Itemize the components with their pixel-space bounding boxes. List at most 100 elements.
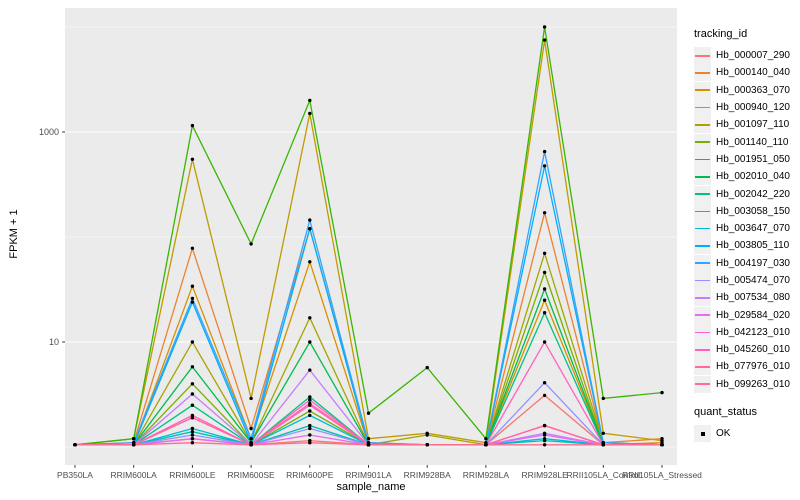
data-point — [425, 433, 429, 437]
legend-key-line-icon — [695, 89, 710, 92]
data-point — [308, 98, 312, 103]
plot-panel — [65, 8, 677, 465]
data-point — [190, 441, 195, 445]
legend-key-line-icon — [695, 348, 710, 351]
legend-item-Hb_099263_010: Hb_099263_010 — [694, 375, 800, 393]
data-point — [190, 296, 195, 301]
data-point — [132, 443, 136, 447]
data-point — [542, 311, 547, 315]
x-tick-label: RRIM901LA — [345, 470, 392, 480]
legend-item-Hb_002042_220: Hb_002042_220 — [694, 185, 800, 203]
legend-item-label: Hb_003805_110 — [716, 240, 790, 252]
data-point — [542, 433, 547, 437]
legend-key — [694, 358, 711, 376]
legend-item-label: Hb_001097_110 — [716, 119, 790, 131]
legend-key — [694, 150, 711, 168]
data-point — [308, 340, 312, 344]
legend-key — [694, 254, 711, 272]
data-point — [542, 211, 547, 215]
legend-key-line-icon — [695, 54, 710, 57]
legend-key-line-icon — [695, 296, 710, 299]
data-point — [542, 298, 547, 302]
legend-item-label: Hb_005474_070 — [716, 275, 790, 286]
legend-item-Hb_045260_010: Hb_045260_010 — [694, 341, 800, 359]
legend-item-Hb_000940_120: Hb_000940_120 — [694, 99, 800, 117]
data-point — [484, 437, 488, 441]
legend-item-label: Hb_000007_290 — [716, 50, 790, 62]
data-point — [542, 287, 547, 291]
legend-item-Hb_001097_110: Hb_001097_110 — [694, 116, 800, 134]
legend-item-label: Hb_003647_070 — [716, 223, 790, 235]
x-tick-label: RRIM928LA — [463, 470, 510, 480]
data-point — [308, 398, 312, 402]
data-point — [190, 284, 195, 288]
data-point — [366, 437, 371, 441]
data-point — [601, 396, 605, 401]
data-point — [542, 270, 547, 275]
data-point — [542, 164, 547, 168]
legend-items-tracking-id: Hb_000007_290 Hb_000140_040 Hb_000363_070 H… — [694, 47, 800, 393]
data-point — [249, 443, 253, 447]
legend-item-Hb_029584_020: Hb_029584_020 — [694, 306, 800, 324]
legend-item-label: Hb_003058_150 — [716, 205, 790, 217]
data-point — [660, 438, 664, 443]
legend-key-line-icon — [695, 331, 710, 334]
legend-key-line-icon — [695, 175, 710, 178]
data-point — [190, 430, 195, 434]
legend-item-Hb_005474_070: Hb_005474_070 — [694, 272, 800, 289]
legend-key — [694, 220, 711, 238]
legend-key-line-icon — [695, 158, 710, 161]
data-point — [425, 365, 429, 370]
legend-key — [694, 81, 711, 99]
data-point — [308, 316, 312, 320]
legend-key — [694, 323, 711, 341]
data-point — [542, 38, 547, 42]
legend-key-line-icon — [695, 141, 710, 143]
data-point — [190, 433, 195, 437]
legend-item-Hb_000007_290: Hb_000007_290 — [694, 47, 800, 65]
data-point — [308, 426, 312, 431]
legend-key — [694, 99, 711, 117]
data-point — [190, 403, 195, 407]
data-point — [366, 443, 371, 447]
data-point — [190, 382, 195, 386]
x-tick-label: RRII105LA_Stressed — [622, 470, 702, 480]
legend-key — [694, 133, 711, 151]
data-point — [190, 416, 195, 420]
legend-key — [694, 306, 711, 324]
legend-item-Hb_002010_040: Hb_002010_040 — [694, 168, 800, 186]
data-point — [601, 443, 605, 447]
legend-key — [694, 341, 711, 359]
data-point — [190, 426, 195, 431]
data-point — [308, 413, 312, 418]
legend-key — [694, 237, 711, 255]
data-point — [542, 25, 547, 29]
legend-key — [694, 116, 711, 134]
data-point — [660, 443, 664, 447]
legend-item-quant-ok: OK — [694, 425, 800, 443]
legend-key — [694, 64, 711, 82]
legend-item-label: Hb_004197_030 — [716, 257, 790, 269]
data-point — [542, 393, 547, 398]
legend-item-label: Hb_099263_010 — [716, 378, 790, 390]
legend-item-label: Hb_001951_050 — [716, 153, 790, 165]
data-point — [190, 340, 195, 344]
legend-panel: tracking_id Hb_000007_290 Hb_000140_040 Hb… — [694, 28, 800, 443]
data-point — [542, 340, 547, 344]
x-tick-label: RRIM600LA — [111, 470, 158, 480]
legend-key-line-icon — [695, 210, 710, 213]
legend-key-line-icon — [695, 366, 710, 368]
legend-key-line-icon — [695, 124, 710, 126]
legend-key — [694, 202, 711, 220]
data-point — [542, 423, 547, 428]
legend-key-line-icon — [695, 72, 710, 74]
data-point — [425, 443, 429, 447]
x-axis-title: sample_name — [336, 481, 406, 493]
legend-key — [694, 289, 711, 307]
data-point — [308, 368, 312, 372]
legend-item-label: Hb_000140_040 — [716, 67, 790, 79]
legend-key — [694, 168, 711, 186]
data-point — [249, 437, 253, 441]
legend-item-label: Hb_042123_010 — [716, 326, 790, 338]
data-point — [249, 426, 253, 431]
